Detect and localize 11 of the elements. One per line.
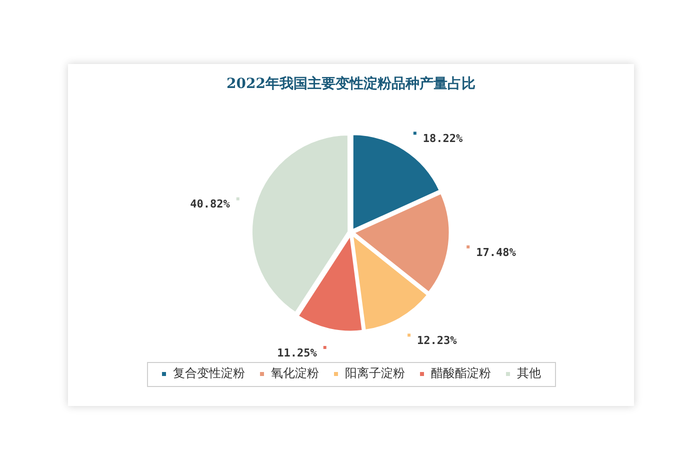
legend-label: 阳离子淀粉 xyxy=(345,366,405,380)
data-label: 11.25% xyxy=(277,346,318,360)
data-label: 12.23% xyxy=(417,334,458,347)
data-label: 17.48% xyxy=(476,246,516,259)
legend-label: 氧化淀粉 xyxy=(271,366,319,380)
legend-label: 复合变性淀粉 xyxy=(173,366,245,380)
chart-title: 2022年我国主要变性淀粉品种产量占比 xyxy=(226,75,476,92)
data-label: 40.82% xyxy=(190,198,230,211)
data-label: 18.22% xyxy=(422,132,464,146)
legend-label: 其他 xyxy=(517,366,541,380)
legend-label: 醋酸酯淀粉 xyxy=(431,366,491,380)
